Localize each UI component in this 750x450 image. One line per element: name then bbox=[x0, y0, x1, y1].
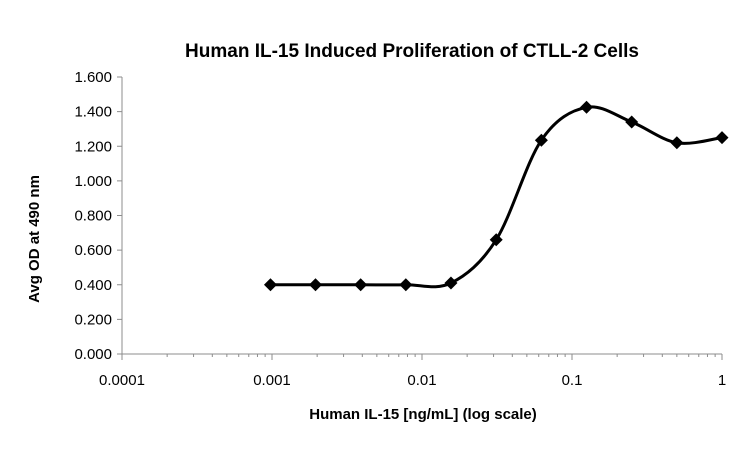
y-axis-title: Avg OD at 490 nm bbox=[26, 175, 43, 303]
x-tick-label: 0.0001 bbox=[99, 372, 145, 389]
y-tick-label: 0.800 bbox=[74, 208, 112, 225]
data-point-marker bbox=[670, 136, 684, 150]
x-tick-label: 1 bbox=[718, 372, 726, 389]
data-point-marker bbox=[309, 278, 323, 292]
data-point-marker bbox=[399, 278, 413, 292]
data-point-marker bbox=[580, 100, 594, 114]
y-tick-label: 0.400 bbox=[74, 277, 112, 294]
y-tick-label: 1.400 bbox=[74, 104, 112, 121]
chart-title: Human IL-15 Induced Proliferation of CTL… bbox=[185, 41, 639, 62]
data-point-marker bbox=[263, 278, 277, 292]
y-tick-label: 0.200 bbox=[74, 311, 112, 328]
y-tick-label: 1.200 bbox=[74, 138, 112, 155]
data-point-marker bbox=[534, 133, 548, 147]
data-point-marker bbox=[354, 278, 368, 292]
series-line bbox=[268, 105, 724, 289]
data-point-marker bbox=[489, 233, 503, 247]
data-point-marker bbox=[444, 276, 458, 290]
data-point-marker bbox=[715, 131, 729, 145]
y-tick-label: 0.600 bbox=[74, 242, 112, 259]
plot-area: 0.000 0.200 0.400 0.600 0.800 1.000 1.200 1.400… bbox=[74, 69, 729, 389]
data-point-marker bbox=[625, 115, 639, 129]
x-tick-label: 0.001 bbox=[253, 372, 291, 389]
x-tick-label: 0.1 bbox=[562, 372, 583, 389]
y-tick-label: 1.600 bbox=[74, 69, 112, 86]
x-tick-label: 0.01 bbox=[407, 372, 436, 389]
x-axis-title: Human IL-15 [ng/mL] (log scale) bbox=[309, 406, 537, 423]
y-tick-label: 0.000 bbox=[74, 346, 112, 363]
y-tick-label: 1.000 bbox=[74, 173, 112, 190]
